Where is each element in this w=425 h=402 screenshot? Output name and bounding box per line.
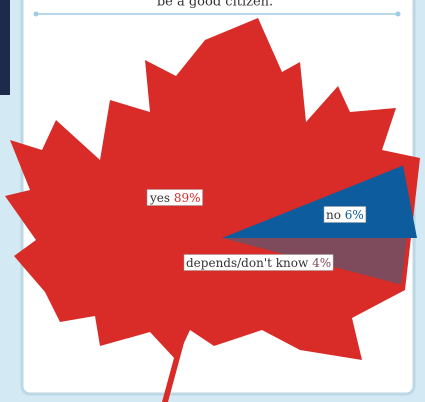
slice-label: depends/don't know 4% xyxy=(183,254,334,271)
category-label: depends/don't know xyxy=(186,256,309,270)
value-label: 89% xyxy=(174,191,201,205)
label-box xyxy=(323,206,367,223)
label-text: no 6% xyxy=(326,208,364,222)
rule-dot xyxy=(33,11,39,17)
corner-panel xyxy=(0,0,10,95)
value-label: 4% xyxy=(312,256,331,270)
label-text: depends/don't know 4% xyxy=(186,256,331,270)
label-text: yes 89% xyxy=(149,191,201,205)
pie-slice xyxy=(5,18,420,360)
slice-label: no 6% xyxy=(323,206,367,223)
label-box xyxy=(146,189,203,206)
chart-title: be a good citizen. xyxy=(157,0,273,10)
pie-slice xyxy=(222,165,417,238)
slice-label: yes 89% xyxy=(146,189,203,206)
value-label: 6% xyxy=(345,208,364,222)
label-box xyxy=(183,254,334,271)
category-label: no xyxy=(326,208,341,222)
category-label: yes xyxy=(149,191,170,205)
rule-dot xyxy=(395,11,401,17)
